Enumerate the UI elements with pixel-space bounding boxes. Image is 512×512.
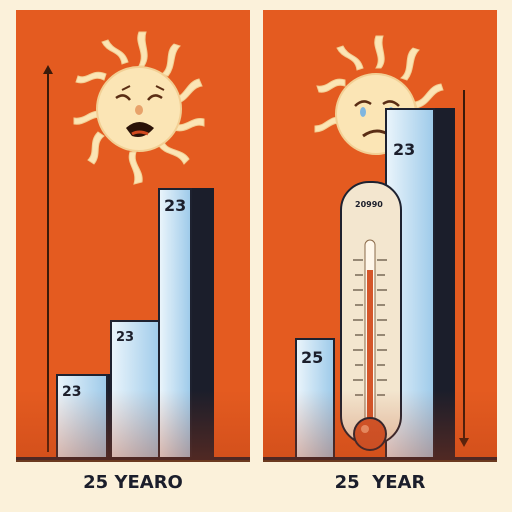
- left-caption: 25 YEARO: [83, 472, 183, 493]
- right-panel: 25 23: [263, 10, 497, 460]
- thermometer-label: 20990: [355, 200, 383, 209]
- left-bar-1: 23: [56, 374, 126, 460]
- right-caption: 25 YEAR: [334, 472, 426, 493]
- right-bar-1-label: 25: [301, 348, 324, 367]
- left-bar-3: 23: [158, 188, 214, 460]
- right-floor: [263, 460, 497, 462]
- crying-sun-icon: [314, 35, 444, 155]
- right-bar-2-label: 23: [393, 140, 416, 159]
- left-bar-1-label: 23: [62, 384, 82, 400]
- left-panel: 23 23 23: [16, 10, 250, 460]
- left-bar-2: 23: [110, 320, 180, 460]
- right-bar-1: 25: [295, 338, 335, 460]
- thermometer-icon: [340, 181, 402, 451]
- left-bar-3-label: 23: [164, 196, 187, 215]
- left-bar-2-label: 23: [116, 330, 135, 345]
- left-floor: [16, 460, 250, 462]
- crying-sun-icon: [73, 31, 205, 185]
